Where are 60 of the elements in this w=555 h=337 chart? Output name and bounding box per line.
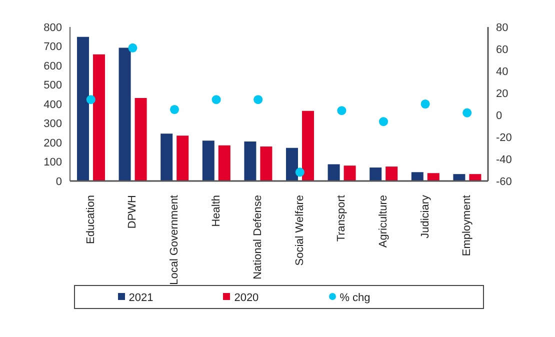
x-tick-label: Social Welfare bbox=[294, 195, 306, 266]
bar bbox=[176, 136, 189, 181]
point bbox=[462, 108, 472, 118]
bar bbox=[386, 166, 398, 181]
bar bbox=[370, 168, 382, 181]
bar bbox=[411, 172, 424, 181]
y2-tick-label: 0 bbox=[496, 110, 502, 122]
y2-tick-label: 80 bbox=[496, 22, 508, 34]
bar bbox=[260, 146, 272, 181]
legend-label: 2021 bbox=[128, 292, 154, 304]
point bbox=[420, 99, 430, 109]
x-tick-label: Education bbox=[84, 195, 97, 244]
x-tick-label: Local Government bbox=[168, 195, 180, 285]
x-tick-label: Agriculture bbox=[378, 195, 390, 248]
bar bbox=[218, 145, 230, 181]
x-tick-label: Judiciary bbox=[419, 194, 432, 238]
legend-label: 2020 bbox=[234, 292, 259, 304]
bar bbox=[427, 173, 440, 181]
y-tick-label: 0 bbox=[56, 176, 62, 188]
x-tick-label: Transport bbox=[336, 195, 348, 242]
y2-tick-label: -40 bbox=[496, 154, 512, 166]
y-tick-label: 100 bbox=[44, 156, 62, 169]
bar bbox=[244, 142, 256, 181]
bar bbox=[328, 164, 340, 181]
point bbox=[212, 95, 221, 104]
y-tick-label: 500 bbox=[44, 80, 62, 92]
bar bbox=[469, 174, 482, 181]
bar bbox=[93, 54, 105, 181]
legend-label: % chg bbox=[340, 292, 370, 304]
bar bbox=[344, 166, 356, 181]
x-tick-label: Health bbox=[210, 195, 222, 227]
y-tick-label: 400 bbox=[44, 98, 62, 111]
y2-tick-label: -60 bbox=[496, 176, 512, 188]
y-tick-label: 300 bbox=[44, 118, 62, 130]
point bbox=[378, 117, 388, 126]
point bbox=[128, 43, 138, 52]
y2-tick-label: 40 bbox=[496, 66, 508, 78]
bar bbox=[286, 148, 298, 181]
x-tick-label: DPWH bbox=[126, 194, 139, 229]
bar bbox=[202, 140, 214, 181]
bar bbox=[134, 98, 147, 181]
y-tick-label: 800 bbox=[44, 22, 62, 34]
x-tick-label: Employment bbox=[461, 195, 474, 256]
y-tick-label: 200 bbox=[44, 137, 62, 150]
point bbox=[86, 95, 96, 104]
point bbox=[295, 168, 304, 177]
point bbox=[254, 95, 263, 104]
y-tick-label: 600 bbox=[44, 60, 62, 72]
point bbox=[170, 104, 180, 114]
bar bbox=[160, 134, 173, 181]
x-tick-label: National Defense bbox=[252, 195, 264, 280]
y2-tick-label: -20 bbox=[496, 132, 512, 144]
y2-tick-label: 20 bbox=[496, 88, 508, 100]
bar bbox=[118, 48, 131, 181]
bar bbox=[453, 174, 466, 181]
bar bbox=[77, 36, 89, 181]
bar bbox=[302, 110, 314, 181]
point bbox=[337, 106, 346, 116]
y2-tick-label: 60 bbox=[496, 44, 508, 56]
y-tick-label: 700 bbox=[44, 41, 62, 54]
